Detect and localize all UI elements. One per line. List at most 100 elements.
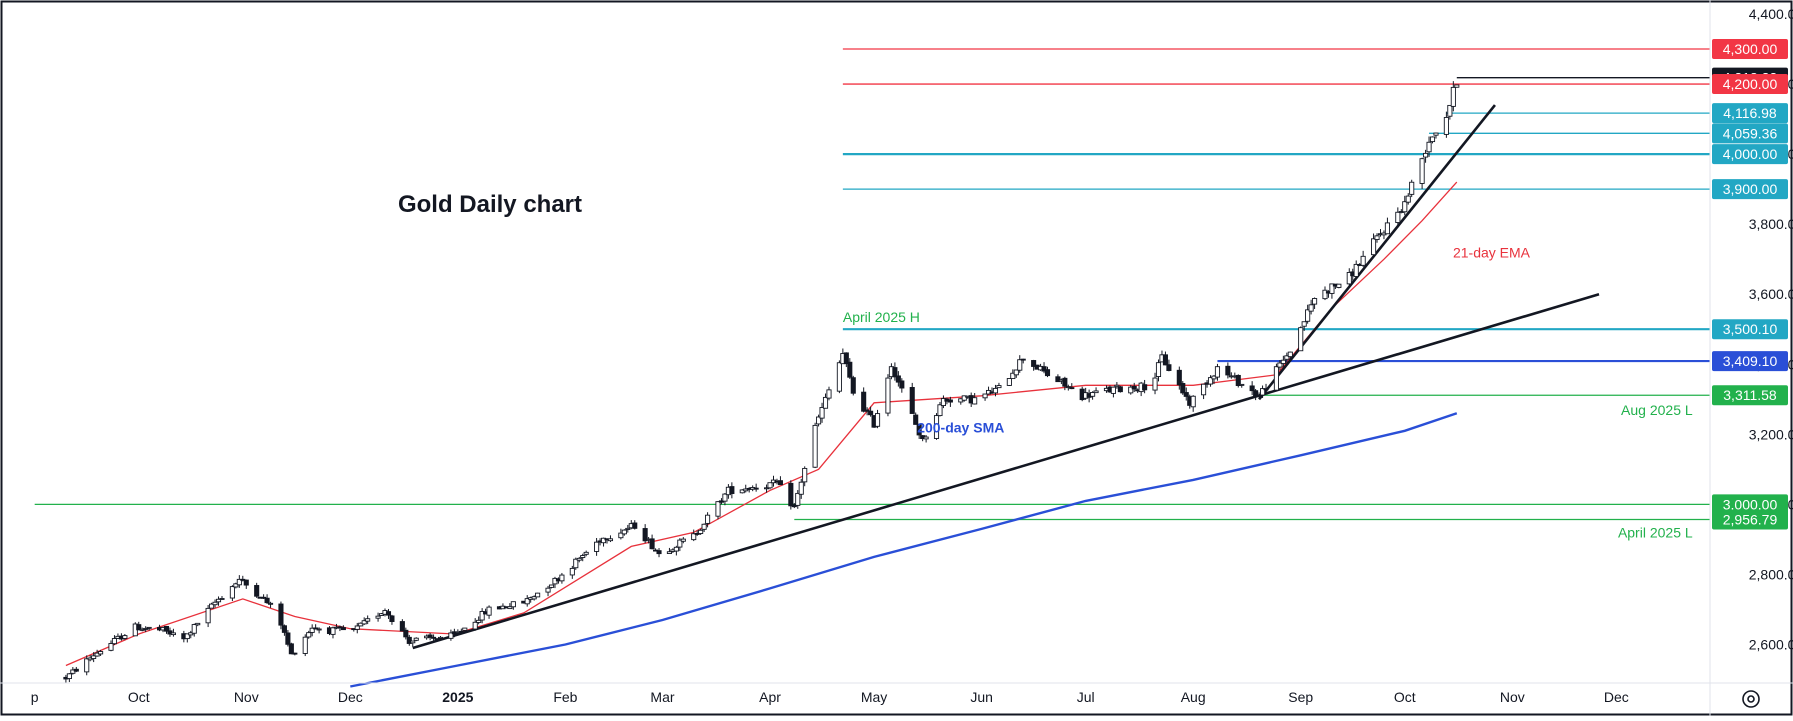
candle[interactable]	[1031, 359, 1037, 371]
candle[interactable]	[548, 584, 555, 589]
candle[interactable]	[864, 407, 870, 416]
candle[interactable]	[826, 386, 832, 401]
candle[interactable]	[316, 627, 322, 634]
candle[interactable]	[340, 625, 346, 631]
candle[interactable]	[642, 524, 648, 544]
candle[interactable]	[136, 621, 142, 631]
candle[interactable]	[1346, 268, 1352, 286]
candle[interactable]	[909, 382, 915, 414]
candle[interactable]	[358, 622, 364, 627]
candle[interactable]	[594, 538, 600, 556]
candle[interactable]	[580, 553, 586, 562]
candle[interactable]	[91, 652, 97, 663]
candle[interactable]	[1423, 149, 1429, 163]
candle[interactable]	[694, 530, 700, 536]
candle[interactable]	[191, 623, 197, 637]
candle[interactable]	[1336, 283, 1342, 289]
candle[interactable]	[1225, 362, 1231, 379]
candle[interactable]	[1128, 384, 1134, 395]
candle[interactable]	[861, 387, 867, 413]
candle[interactable]	[1041, 362, 1047, 374]
candle[interactable]	[767, 482, 773, 490]
candle[interactable]	[843, 352, 849, 368]
candle[interactable]	[729, 482, 735, 499]
candle[interactable]	[1443, 111, 1449, 138]
candle[interactable]	[1162, 351, 1168, 366]
candle[interactable]	[70, 667, 76, 675]
candle[interactable]	[437, 636, 444, 639]
candle[interactable]	[288, 642, 294, 655]
candle[interactable]	[1239, 383, 1245, 388]
candle[interactable]	[1093, 387, 1099, 394]
candle[interactable]	[1353, 260, 1359, 277]
candle[interactable]	[677, 538, 683, 552]
candle[interactable]	[330, 626, 336, 639]
candle[interactable]	[170, 628, 176, 637]
candle[interactable]	[122, 634, 128, 641]
candle[interactable]	[559, 572, 565, 584]
candle[interactable]	[1360, 250, 1366, 267]
candle[interactable]	[1131, 382, 1137, 393]
candle[interactable]	[569, 565, 575, 579]
candle[interactable]	[1176, 366, 1182, 390]
candle[interactable]	[254, 582, 260, 598]
candle[interactable]	[479, 608, 485, 624]
candle[interactable]	[673, 545, 679, 556]
candle[interactable]	[1329, 283, 1335, 299]
candle[interactable]	[680, 537, 686, 544]
candle[interactable]	[545, 585, 551, 597]
candle[interactable]	[1253, 389, 1259, 401]
candle[interactable]	[1426, 136, 1432, 157]
candle[interactable]	[947, 396, 953, 407]
sma-200-line[interactable]	[350, 412, 1458, 688]
candle[interactable]	[84, 655, 90, 676]
candle[interactable]	[836, 360, 842, 394]
candle[interactable]	[1010, 369, 1016, 380]
candle[interactable]	[847, 358, 853, 379]
candle[interactable]	[188, 630, 194, 639]
gear-icon[interactable]	[1742, 690, 1760, 708]
candle[interactable]	[292, 652, 298, 656]
candle[interactable]	[1395, 207, 1401, 228]
candle[interactable]	[184, 633, 190, 643]
candle[interactable]	[1284, 352, 1290, 364]
candle[interactable]	[462, 627, 468, 634]
candle[interactable]	[795, 490, 801, 509]
candle[interactable]	[1287, 351, 1293, 359]
candle[interactable]	[868, 406, 874, 417]
candle[interactable]	[1298, 326, 1304, 352]
candle[interactable]	[458, 628, 464, 634]
candle[interactable]	[531, 595, 537, 601]
candle[interactable]	[1370, 233, 1377, 258]
candle[interactable]	[816, 414, 822, 427]
candle[interactable]	[899, 378, 905, 393]
candle[interactable]	[812, 422, 818, 469]
candle[interactable]	[850, 375, 856, 396]
candle[interactable]	[448, 629, 454, 641]
candle[interactable]	[507, 603, 513, 610]
time-axis[interactable]: p Oct Nov Dec 2025 Feb Mar Apr May Jun Jul Aug Sep Oc…	[31, 689, 1629, 705]
candle[interactable]	[1312, 297, 1318, 309]
candle[interactable]	[1201, 383, 1207, 400]
candle[interactable]	[306, 630, 312, 639]
candle[interactable]	[98, 649, 104, 656]
candle[interactable]	[972, 393, 978, 405]
candle[interactable]	[1152, 372, 1158, 395]
candle[interactable]	[1117, 385, 1123, 393]
candle[interactable]	[666, 547, 672, 554]
candle[interactable]	[1374, 233, 1380, 243]
candle[interactable]	[476, 616, 482, 625]
candle[interactable]	[722, 493, 728, 506]
candle[interactable]	[406, 634, 412, 646]
candle[interactable]	[163, 625, 170, 634]
candle[interactable]	[819, 402, 825, 423]
candle[interactable]	[1017, 355, 1023, 373]
candle[interactable]	[798, 478, 804, 499]
candle[interactable]	[209, 602, 215, 609]
candle[interactable]	[698, 528, 704, 535]
candle[interactable]	[753, 483, 759, 492]
candle[interactable]	[1405, 193, 1411, 205]
candle[interactable]	[625, 524, 631, 533]
candle[interactable]	[535, 592, 541, 598]
